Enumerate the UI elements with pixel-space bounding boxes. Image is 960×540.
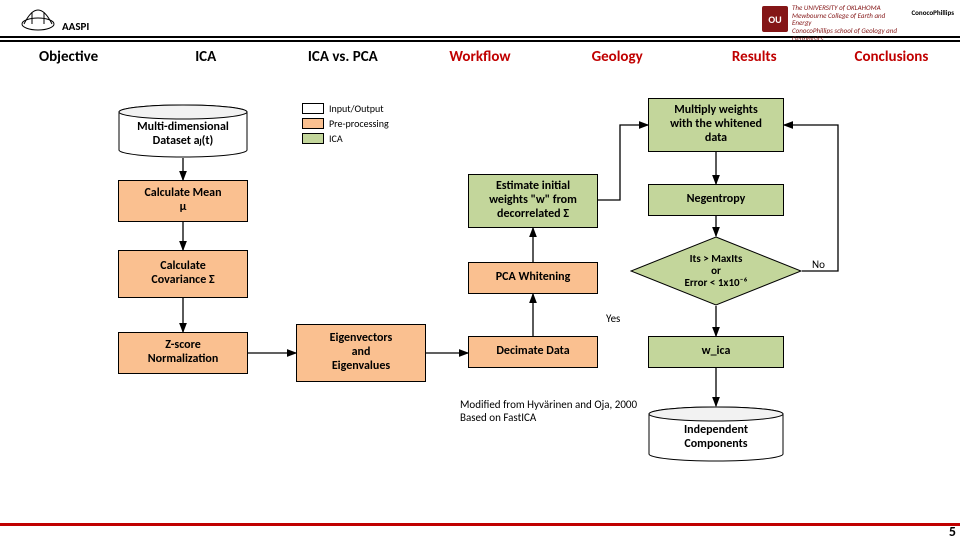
aaspi-logo-icon [18, 2, 58, 34]
legend-swatch-preproc [302, 118, 324, 129]
conoco-label: ConocoPhillips [911, 8, 954, 17]
header-divider [0, 40, 960, 42]
node-dataset: Multi-dimensionalDataset aⱼ(t) [118, 104, 248, 158]
footer-accent [0, 523, 960, 526]
node-pcawhite: PCA Whitening [468, 262, 598, 294]
ou-affiliation: The UNIVERSITY of OKLAHOMA Mewbourne Col… [792, 4, 902, 42]
aaspi-label: AASPI [62, 20, 89, 33]
tab-conclusions[interactable]: Conclusions [823, 44, 960, 72]
flowchart-area: Input/Output Pre-processing ICA Multi-di… [0, 78, 960, 524]
node-estweights: Estimate initialweights "w" fromdecorrel… [468, 174, 598, 228]
tab-ica[interactable]: ICA [137, 44, 274, 72]
tab-objective[interactable]: Objective [0, 44, 137, 72]
node-mean: Calculate Meanμ [118, 180, 248, 222]
tab-workflow[interactable]: Workflow [411, 44, 548, 72]
legend-label-ica: ICA [329, 132, 343, 145]
legend-label-io: Input/Output [329, 102, 384, 115]
node-cov: CalculateCovariance Σ [118, 250, 248, 298]
ou-logo-icon: OU [762, 6, 788, 32]
node-decimate: Decimate Data [468, 336, 598, 368]
legend: Input/Output Pre-processing ICA [302, 102, 389, 147]
node-wica: w_ica [648, 336, 784, 368]
tab-results[interactable]: Results [686, 44, 823, 72]
legend-swatch-ica [302, 133, 324, 144]
footnote: Modified from Hyvärinen and Oja, 2000Bas… [460, 398, 637, 424]
legend-label-preproc: Pre-processing [329, 117, 389, 130]
tabs: Objective ICA ICA vs. PCA Workflow Geolo… [0, 44, 960, 72]
node-decision: Its > MaxItsorError < 1x10⁻⁶ [630, 236, 802, 306]
node-zscore: Z-scoreNormalization [118, 332, 248, 374]
node-multiply: Multiply weightswith the whiteneddata [648, 98, 784, 152]
tab-geology[interactable]: Geology [549, 44, 686, 72]
edge-label-no: No [812, 258, 825, 271]
node-negentropy: Negentropy [648, 184, 784, 216]
node-eigen: EigenvectorsandEigenvalues [296, 324, 426, 382]
node-indep: IndependentComponents [648, 406, 784, 462]
tab-ica-vs-pca[interactable]: ICA vs. PCA [274, 44, 411, 72]
legend-swatch-io [302, 103, 324, 114]
page-number: 5 [949, 523, 956, 540]
edge-label-yes: Yes [606, 312, 620, 325]
